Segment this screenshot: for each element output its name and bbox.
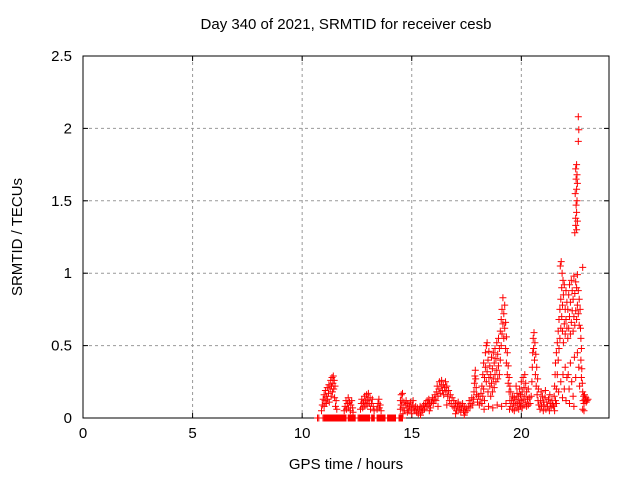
scatter-plus-markers — [314, 113, 592, 422]
x-axis-label: GPS time / hours — [289, 456, 403, 473]
y-tick-label: 1.5 — [51, 193, 72, 210]
y-tick-label: 1 — [64, 265, 72, 282]
x-tick-label: 10 — [294, 425, 311, 442]
x-tick-label: 0 — [79, 425, 87, 442]
x-tick-label: 5 — [188, 425, 196, 442]
y-tick-label: 2 — [64, 120, 72, 137]
plot-border — [82, 55, 610, 419]
tick-layer — [82, 55, 609, 419]
x-tick-label: 20 — [513, 425, 530, 442]
data-points-layer — [314, 113, 592, 422]
y-axis-label: SRMTID / TECUs — [9, 178, 26, 296]
y-tick-label: 0.5 — [51, 338, 72, 355]
chart-title: Day 340 of 2021, SRMTID for receiver ces… — [201, 16, 492, 33]
label-layer: Day 340 of 2021, SRMTID for receiver ces… — [9, 16, 530, 473]
grid-layer — [83, 56, 609, 418]
y-tick-label: 0 — [64, 410, 72, 427]
y-tick-label: 2.5 — [51, 48, 72, 65]
x-tick-label: 15 — [403, 425, 420, 442]
